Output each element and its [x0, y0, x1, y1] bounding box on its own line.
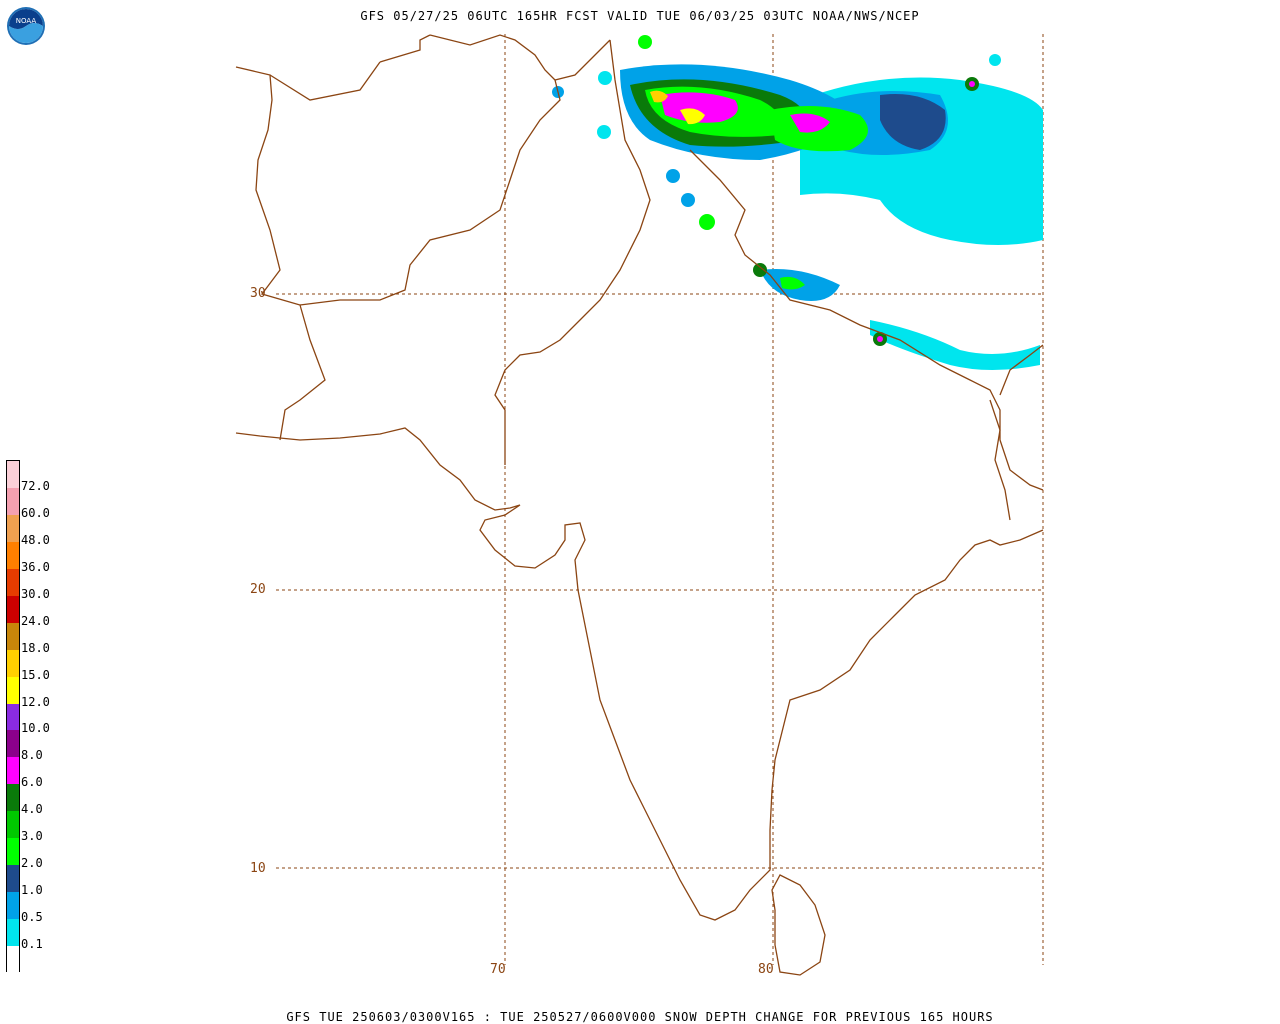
noaa-logo-icon: NOAA — [7, 7, 45, 45]
legend-label: 4.0 — [21, 802, 43, 817]
map-caption: GFS TUE 250603/0300V165 : TUE 250527/060… — [286, 1010, 994, 1024]
legend-label: 60.0 — [21, 505, 50, 520]
afghan-border-ne — [429, 34, 611, 81]
legend-label: 15.0 — [21, 667, 50, 682]
snow-spot-9-core — [969, 81, 975, 87]
snow-region-south-3 — [870, 320, 1040, 370]
logo-text: NOAA — [16, 17, 37, 25]
lon-label-80: 80 — [758, 962, 774, 977]
snow-spot-7 — [753, 263, 767, 277]
bangladesh-border — [989, 399, 1011, 521]
legend-label: 0.1 — [21, 937, 43, 952]
legend-label: 48.0 — [21, 532, 50, 547]
india-pak-border — [494, 39, 651, 465]
legend-label: 1.0 — [21, 883, 43, 898]
bhutan-border — [999, 344, 1044, 396]
grid-lines — [276, 34, 1044, 965]
legend-swatch — [7, 919, 19, 947]
snow-region-magenta — [660, 92, 738, 123]
legend-swatch — [7, 676, 19, 704]
snow-spot-8-core — [877, 336, 883, 342]
snow-region-navy — [880, 94, 946, 150]
snow-spot-4 — [666, 169, 680, 183]
legend-label: 24.0 — [21, 613, 50, 628]
india-nepal-border — [689, 149, 1044, 491]
legend-swatch — [7, 703, 19, 731]
legend-swatch — [7, 487, 19, 515]
legend-swatch — [7, 568, 19, 596]
legend-label: 36.0 — [21, 559, 50, 574]
legend-swatch — [7, 595, 19, 623]
legend-swatch — [7, 757, 19, 785]
afghan-border-west — [269, 61, 381, 101]
legend-swatch — [7, 622, 19, 650]
snow-spot-3 — [597, 125, 611, 139]
legend-label: 12.0 — [21, 694, 50, 709]
legend-label: 3.0 — [21, 829, 43, 844]
afghan-pak-border — [299, 79, 561, 306]
legend-swatch — [7, 514, 19, 542]
snow-field — [552, 35, 1043, 370]
legend-swatch — [7, 892, 19, 920]
snow-spot-2 — [598, 71, 612, 85]
lat-label-20: 20 — [250, 582, 266, 597]
legend-swatch — [7, 865, 19, 893]
snow-region-south-2 — [780, 276, 805, 290]
legend-label: 30.0 — [21, 586, 50, 601]
lon-label-70: 70 — [490, 962, 506, 977]
legend-label: 0.5 — [21, 910, 43, 925]
india-coastline — [235, 427, 1044, 921]
lat-label-30: 30 — [250, 286, 266, 301]
legend-swatch — [7, 649, 19, 677]
legend-label: 2.0 — [21, 856, 43, 871]
legend-label: 8.0 — [21, 748, 43, 763]
snow-spot-6 — [699, 214, 715, 230]
legend-swatch — [7, 838, 19, 866]
legend-label: 10.0 — [21, 721, 50, 736]
legend-swatch — [7, 784, 19, 812]
lat-label-10: 10 — [250, 861, 266, 876]
color-legend — [6, 460, 20, 973]
map-title: GFS 05/27/25 06UTC 165HR FCST VALID TUE … — [360, 9, 920, 23]
legend-label: 72.0 — [21, 478, 50, 493]
legend-label: 18.0 — [21, 640, 50, 655]
snow-region-magenta-east — [790, 113, 830, 133]
legend-label: 6.0 — [21, 775, 43, 790]
snow-spot-10 — [989, 54, 1001, 66]
iran-border — [235, 66, 326, 441]
legend-swatch — [7, 811, 19, 839]
snow-spot-5 — [681, 193, 695, 207]
afghan-border-north — [379, 34, 431, 63]
legend-swatch — [7, 730, 19, 758]
snow-spot-11 — [638, 35, 652, 49]
legend-swatch — [7, 946, 19, 973]
snow-region-yellow — [680, 108, 705, 125]
coastline-boundaries — [235, 34, 1044, 976]
sri-lanka-outline — [771, 874, 826, 976]
snow-region-orange — [650, 90, 668, 103]
legend-swatch — [7, 461, 19, 488]
legend-swatch — [7, 541, 19, 569]
